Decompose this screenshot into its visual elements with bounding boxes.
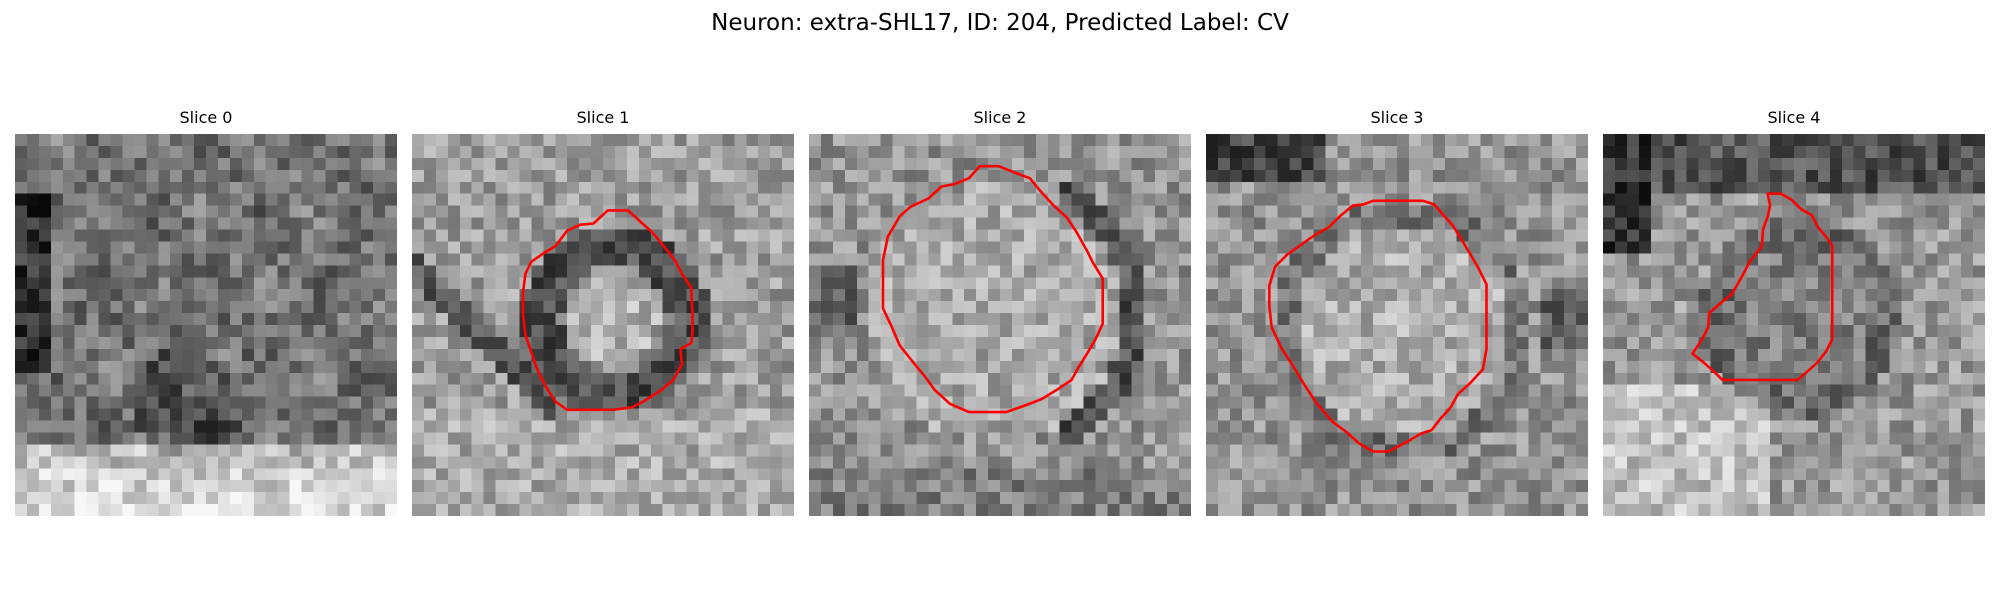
slice-panel-3: Slice 3 [1206, 108, 1588, 516]
slice-pixels [412, 134, 794, 516]
slice-title-3: Slice 3 [1370, 108, 1424, 127]
slice-panel-0: Slice 0 [15, 108, 397, 516]
slice-pixels [1206, 134, 1588, 516]
slice-panel-1: Slice 1 [412, 108, 794, 516]
slice-image-3 [1206, 134, 1588, 516]
segmentation-contour-1 [521, 209, 694, 412]
slice-title-0: Slice 0 [179, 108, 233, 127]
slice-svg-3 [1206, 134, 1588, 516]
slice-image-1 [412, 134, 794, 516]
slice-pixels [1603, 134, 1985, 516]
slice-image-2 [809, 134, 1191, 516]
segmentation-contour-4 [1691, 192, 1834, 382]
slice-panel-4: Slice 4 [1603, 108, 1985, 516]
slice-svg-2 [809, 134, 1191, 516]
slice-image-4 [1603, 134, 1985, 516]
slice-svg-1 [412, 134, 794, 516]
slice-title-2: Slice 2 [973, 108, 1027, 127]
slice-panel-2: Slice 2 [809, 108, 1191, 516]
figure-title: Neuron: extra-SHL17, ID: 204, Predicted … [711, 10, 1289, 36]
segmentation-contour-3 [1267, 199, 1488, 453]
slice-pixels [15, 134, 397, 516]
slice-title-1: Slice 1 [576, 108, 630, 127]
slice-svg-4 [1603, 134, 1985, 516]
segmentation-contour-2 [881, 164, 1105, 414]
slice-pixels [809, 134, 1191, 516]
slice-svg-0 [15, 134, 397, 516]
slice-image-0 [15, 134, 397, 516]
slice-title-4: Slice 4 [1767, 108, 1821, 127]
